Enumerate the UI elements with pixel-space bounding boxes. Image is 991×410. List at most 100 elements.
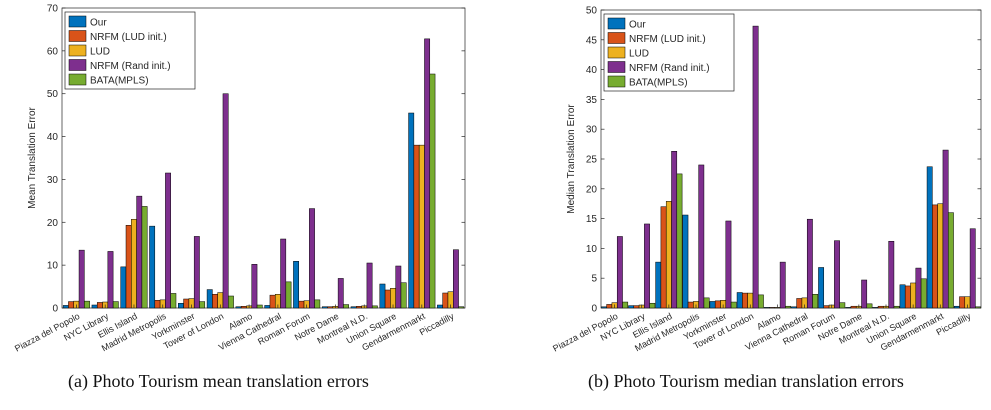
legend-swatch-bata-mpls bbox=[68, 73, 87, 86]
bar-nrfm-rand-init bbox=[251, 264, 258, 309]
bar-nrfm-rand-init bbox=[752, 25, 759, 309]
y-tick-label: 70 bbox=[47, 4, 59, 15]
bar-our bbox=[350, 306, 357, 309]
bar-bata-mpls bbox=[866, 303, 873, 309]
bar-bata-mpls bbox=[839, 302, 846, 309]
y-tick-label: 30 bbox=[47, 175, 59, 186]
bar-nrfm-lud-init bbox=[633, 305, 640, 309]
bar-nrfm-rand-init bbox=[779, 261, 786, 309]
y-tick-label: 0 bbox=[52, 304, 58, 315]
bar-nrfm-rand-init bbox=[309, 208, 315, 309]
y-tick-label: 40 bbox=[47, 132, 59, 143]
bar-nrfm-lud-init bbox=[796, 298, 803, 309]
bar-bata-mpls bbox=[199, 301, 206, 309]
bar-our bbox=[791, 306, 797, 309]
y-tick-label: 5 bbox=[591, 274, 597, 285]
bar-nrfm-rand-init bbox=[888, 241, 895, 309]
bar-nrfm-lud-init bbox=[959, 296, 966, 309]
legend-swatch-our bbox=[607, 17, 626, 30]
bar-nrfm-rand-init bbox=[193, 236, 200, 309]
bar-nrfm-rand-init bbox=[280, 238, 287, 309]
bar-nrfm-rand-init bbox=[78, 249, 85, 309]
bar-bata-mpls bbox=[893, 305, 900, 309]
bar-nrfm-lud-init bbox=[96, 302, 103, 309]
legend-swatch-nrfm-lud-init bbox=[607, 32, 626, 44]
bar-bata-mpls bbox=[920, 278, 927, 309]
bar-nrfm-lud-init bbox=[384, 289, 391, 309]
bar-nrfm-rand-init bbox=[644, 223, 650, 309]
bar-bata-mpls bbox=[256, 304, 263, 309]
legend-swatch-bata-mpls bbox=[607, 75, 626, 88]
legend-label-our: Our bbox=[629, 20, 646, 31]
bar-nrfm-rand-init bbox=[806, 218, 813, 309]
bar-bata-mpls bbox=[429, 73, 436, 309]
bar-nrfm-lud-init bbox=[327, 306, 334, 309]
legend-label-lud: LUD bbox=[629, 49, 649, 60]
median-error-chart-panel: 0 5 10 15 20 25 30 35 40 45 50 Piazza del Popolo NYC… bbox=[495, 0, 991, 410]
bar-nrfm-rand-init bbox=[366, 262, 373, 309]
bar-nrfm-rand-init bbox=[834, 240, 840, 309]
bar-nrfm-lud-init bbox=[850, 305, 857, 309]
legend-label-lud: LUD bbox=[90, 47, 110, 58]
bar-nrfm-rand-init bbox=[671, 151, 678, 309]
caption-median-errors: (b) Photo Tourism median translation err… bbox=[588, 371, 904, 391]
bar-nrfm-lud-init bbox=[904, 285, 911, 309]
bar-nrfm-lud-init bbox=[714, 300, 721, 309]
bar-our bbox=[899, 284, 906, 309]
y-tick-label: 10 bbox=[586, 244, 598, 255]
y-axis-label: Median Translation Error bbox=[566, 104, 577, 214]
bar-nrfm-lud-init bbox=[660, 206, 667, 309]
bar-nrfm-lud-init bbox=[68, 301, 74, 309]
bar-our bbox=[293, 261, 299, 309]
bar-our bbox=[953, 305, 960, 309]
legend-swatch-nrfm-rand-init bbox=[68, 59, 87, 71]
bar-bata-mpls bbox=[371, 305, 378, 309]
bar-bata-mpls bbox=[343, 304, 349, 309]
bar-nrfm-rand-init bbox=[698, 164, 705, 309]
bar-bata-mpls bbox=[84, 300, 90, 309]
legend-swatch-our bbox=[68, 15, 87, 28]
bar-bata-mpls bbox=[730, 301, 737, 309]
bar-bata-mpls bbox=[314, 299, 321, 309]
bar-nrfm-lud-init bbox=[183, 298, 190, 309]
bar-nrfm-lud-init bbox=[125, 225, 132, 309]
bar-nrfm-lud-init bbox=[298, 300, 305, 309]
bar-bata-mpls bbox=[649, 302, 656, 309]
bar-our bbox=[62, 305, 69, 309]
bar-nrfm-lud-init bbox=[687, 301, 694, 309]
bar-our bbox=[655, 261, 662, 309]
bar-nrfm-lud-init bbox=[606, 304, 613, 309]
bar-bata-mpls bbox=[141, 206, 148, 309]
y-tick-label: 10 bbox=[47, 261, 59, 272]
caption-mean-errors: (a) Photo Tourism mean translation error… bbox=[68, 371, 369, 391]
legend-label-nrfm-lud-init: NRFM (LUD init.) bbox=[629, 34, 706, 45]
bar-bata-mpls bbox=[785, 305, 791, 309]
bar-nrfm-rand-init bbox=[107, 251, 114, 309]
bar-our bbox=[845, 307, 852, 309]
legend-label-nrfm-rand-init: NRFM (Rand init.) bbox=[629, 63, 710, 74]
bar-nrfm-lud-init bbox=[240, 306, 247, 309]
y-tick-label: 45 bbox=[586, 35, 598, 46]
bar-nrfm-rand-init bbox=[136, 195, 143, 309]
bar-nrfm-lud-init bbox=[356, 306, 362, 309]
bar-our bbox=[628, 305, 635, 309]
legend-swatch-nrfm-lud-init bbox=[68, 30, 87, 42]
legend-label-nrfm-lud-init: NRFM (LUD init.) bbox=[90, 32, 167, 43]
y-tick-label: 60 bbox=[47, 46, 59, 57]
y-tick-label: 40 bbox=[586, 65, 598, 76]
legend-swatch-nrfm-rand-init bbox=[607, 61, 626, 73]
bar-our bbox=[206, 289, 213, 309]
bar-our bbox=[872, 307, 879, 309]
bar-nrfm-rand-init bbox=[915, 267, 922, 309]
bar-nrfm-lud-init bbox=[932, 204, 938, 309]
y-axis-label: Mean Translation Error bbox=[27, 106, 38, 208]
legend-swatch-lud bbox=[607, 46, 626, 59]
bar-nrfm-rand-init bbox=[395, 265, 402, 309]
bar-bata-mpls bbox=[676, 173, 683, 309]
bar-nrfm-rand-init bbox=[725, 220, 732, 309]
y-tick-label: 15 bbox=[586, 214, 598, 225]
bar-nrfm-lud-init bbox=[769, 307, 776, 309]
bar-nrfm-rand-init bbox=[165, 172, 171, 309]
